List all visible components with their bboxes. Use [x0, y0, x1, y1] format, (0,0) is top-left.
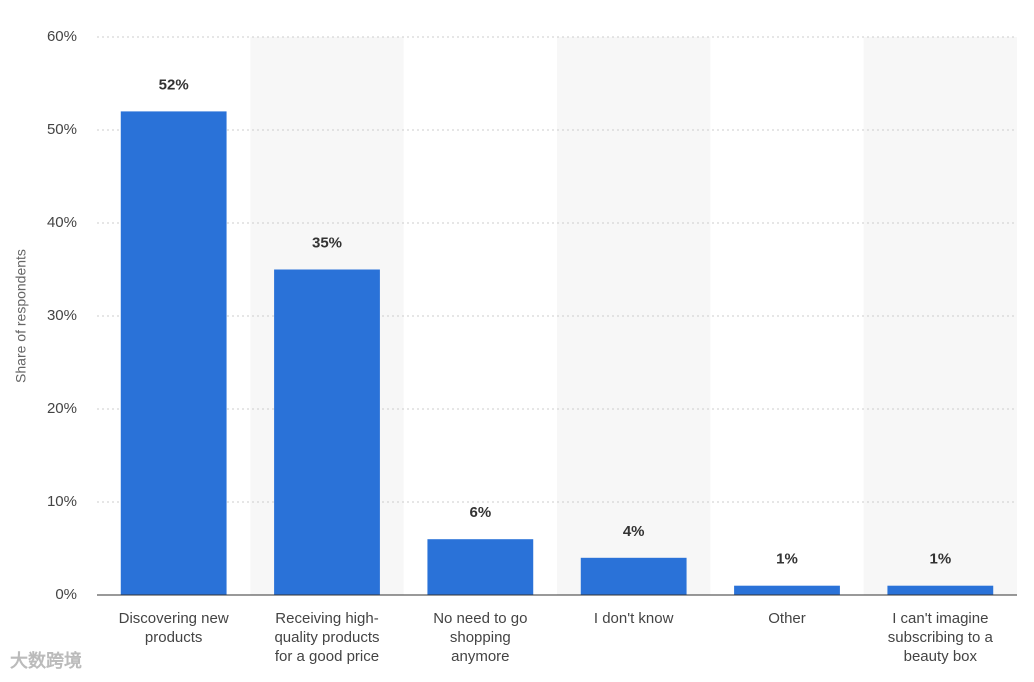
label-line: No need to go [433, 610, 527, 627]
label-line: I don't know [594, 610, 674, 627]
y-tick-label: 10% [47, 493, 77, 510]
y-tick-label: 30% [47, 307, 77, 324]
bar [274, 269, 380, 595]
value-label: 35% [312, 234, 342, 251]
value-label: 1% [929, 551, 951, 568]
y-tick-label: 0% [55, 586, 77, 603]
y-tick-label: 40% [47, 214, 77, 231]
value-label: 6% [469, 504, 491, 521]
label-line: quality products [274, 629, 379, 646]
x-tick-label: Discovering new products [119, 610, 229, 646]
bar [120, 111, 227, 596]
label-line: Receiving high- [275, 610, 378, 627]
value-label: 4% [623, 523, 645, 540]
x-tick-label: I can't imagine subscribing to a beauty bo… [888, 610, 994, 665]
x-tick-label: No need to go shopping anymore [433, 610, 527, 665]
x-tick-label: Receiving high-quality products for a goo… [274, 610, 379, 665]
label-line: products [145, 629, 203, 646]
x-tick-label: Other [768, 610, 806, 627]
bar [734, 585, 840, 595]
y-tick-label: 50% [47, 121, 77, 138]
bar [427, 539, 534, 595]
label-line: anymore [451, 648, 509, 665]
band-shade [863, 37, 1017, 595]
label-line: Discovering new [119, 610, 229, 627]
y-tick-label: 60% [47, 28, 77, 45]
label-line: beauty box [904, 648, 978, 665]
x-tick-label: I don't know [594, 610, 674, 627]
bar [580, 557, 687, 595]
label-line: I can't imagine [892, 610, 988, 627]
y-tick-label: 20% [47, 400, 77, 417]
value-label: 1% [776, 551, 798, 568]
value-label: 52% [159, 76, 189, 93]
label-line: Other [768, 610, 806, 627]
watermark: 大数跨境 [10, 650, 82, 671]
y-axis-label: Share of respondents [13, 249, 29, 383]
label-line: shopping [450, 629, 511, 646]
label-line: for a good price [275, 648, 379, 665]
label-line: subscribing to a [888, 629, 994, 646]
bar [887, 585, 994, 595]
